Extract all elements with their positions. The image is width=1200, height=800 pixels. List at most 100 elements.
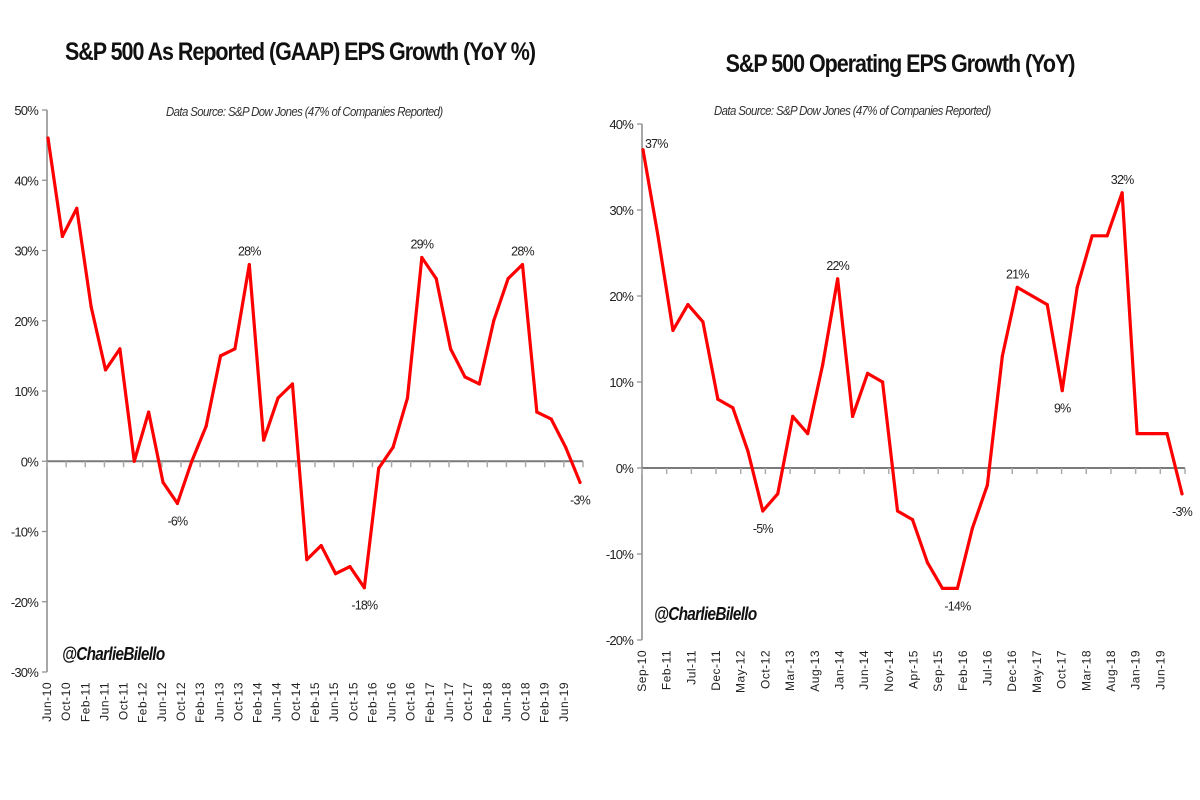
data-point [701,320,705,324]
data-point [46,136,50,140]
x-tick-label: Mar-13 [783,650,797,691]
data-point [161,480,165,484]
data-point [656,234,660,238]
data-point [1060,389,1064,393]
x-tick-label: Feb-11 [78,682,92,722]
y-tick-label: -20% [11,595,39,610]
x-tick-label: Feb-18 [480,682,494,723]
chart-subtitle: Data Source: S&P Dow Jones (47% of Compa… [166,104,443,119]
data-point [1075,285,1079,289]
x-tick-label: Jun-12 [155,682,169,722]
x-tick-label: Oct-14 [289,682,303,721]
y-tick-label: 30% [14,244,39,259]
data-point [641,148,645,152]
data-point [985,483,989,487]
data-point [434,277,438,281]
data-label: -5% [753,522,774,536]
data-point [175,501,180,505]
gaap-eps-line-chart: 50% 40% 30% 20% 10% 0% -10% -20% -30%Jun-10 Oct-1… [11,103,592,723]
data-point [791,414,795,418]
x-tick-label: Jan-14 [832,650,846,690]
x-tick-label: Apr-15 [907,650,921,689]
data-point [970,526,974,530]
data-point [1135,432,1139,436]
y-tick-label: -10% [11,525,39,540]
data-label: 37% [645,137,668,151]
data-point [204,424,208,428]
x-tick-label: Oct-16 [404,682,418,721]
x-tick-label: Jan-19 [1129,650,1143,690]
data-point [1045,303,1049,307]
data-point [103,368,108,372]
x-tick-label: Nov-14 [882,650,896,692]
x-tick-label: Feb-16 [956,650,970,691]
data-point [75,206,79,210]
data-label: 21% [1006,267,1029,281]
data-point [463,375,467,379]
y-tick-label: 40% [609,117,634,132]
x-tick-label: Jun-10 [40,682,54,722]
author-credit: @CharlieBilello [654,604,757,624]
x-tick-label: Jun-16 [385,682,399,722]
data-point [671,328,675,332]
x-tick-label: Oct-17 [461,682,475,721]
x-tick-label: Jun-11 [97,682,111,721]
x-tick-label: Oct-12 [758,650,772,689]
data-point [89,305,93,309]
x-tick-label: Oct-18 [519,682,533,721]
data-point [535,410,539,414]
data-point [405,396,410,400]
data-point [305,558,309,562]
data-point [1120,191,1124,195]
data-point [1030,294,1034,298]
y-tick-label: 20% [609,289,634,304]
y-tick-label: 30% [609,203,634,218]
data-label: 22% [826,259,849,273]
x-tick-label: Oct-12 [174,682,188,721]
x-tick-label: Feb-16 [365,682,379,723]
data-point [880,380,885,384]
data-point [190,459,194,463]
data-point [940,586,945,591]
data-point [247,262,251,267]
data-point [564,445,568,449]
x-tick-label: Jul-11 [684,650,698,685]
data-point [448,347,453,351]
data-point [821,363,825,367]
data-point [1090,234,1094,238]
x-tick-label: Jun-19 [1153,650,1167,690]
data-point [477,382,481,386]
data-point [1180,492,1184,496]
operating-eps-line-chart: 40% 30% 20% 10% 0% -10% -20%Sep-10 Feb-11 Jul-11… [606,117,1194,693]
x-tick-label: Dec-11 [709,650,723,691]
data-point [895,509,900,513]
y-tick-label: 20% [14,314,39,329]
x-tick-label: Jun-18 [499,682,513,722]
data-point [746,449,750,453]
x-tick-label: Oct-13 [231,682,245,721]
data-point [262,438,266,442]
data-label: -18% [351,599,378,613]
data-point [806,432,810,436]
x-tick-label: Feb-12 [136,682,150,723]
data-point [1165,432,1169,436]
author-credit: @CharlieBilello [62,644,165,664]
x-tick-label: Feb-13 [193,682,207,723]
data-label: 28% [238,245,261,259]
data-point [276,396,280,400]
y-tick-label: 10% [609,375,634,390]
data-point [147,410,151,414]
y-tick-label: 0% [616,461,634,476]
data-point [761,509,765,513]
data-point [851,414,855,418]
y-tick-label: 10% [14,384,39,399]
data-point [731,406,735,410]
data-label: -6% [167,514,188,528]
data-point [233,347,237,351]
x-tick-label: Feb-19 [538,682,552,723]
x-tick-label: Mar-18 [1079,650,1093,691]
data-label: 29% [411,238,434,252]
data-label: 28% [511,245,534,259]
series-line [641,148,1184,591]
data-label: 32% [1111,173,1134,187]
